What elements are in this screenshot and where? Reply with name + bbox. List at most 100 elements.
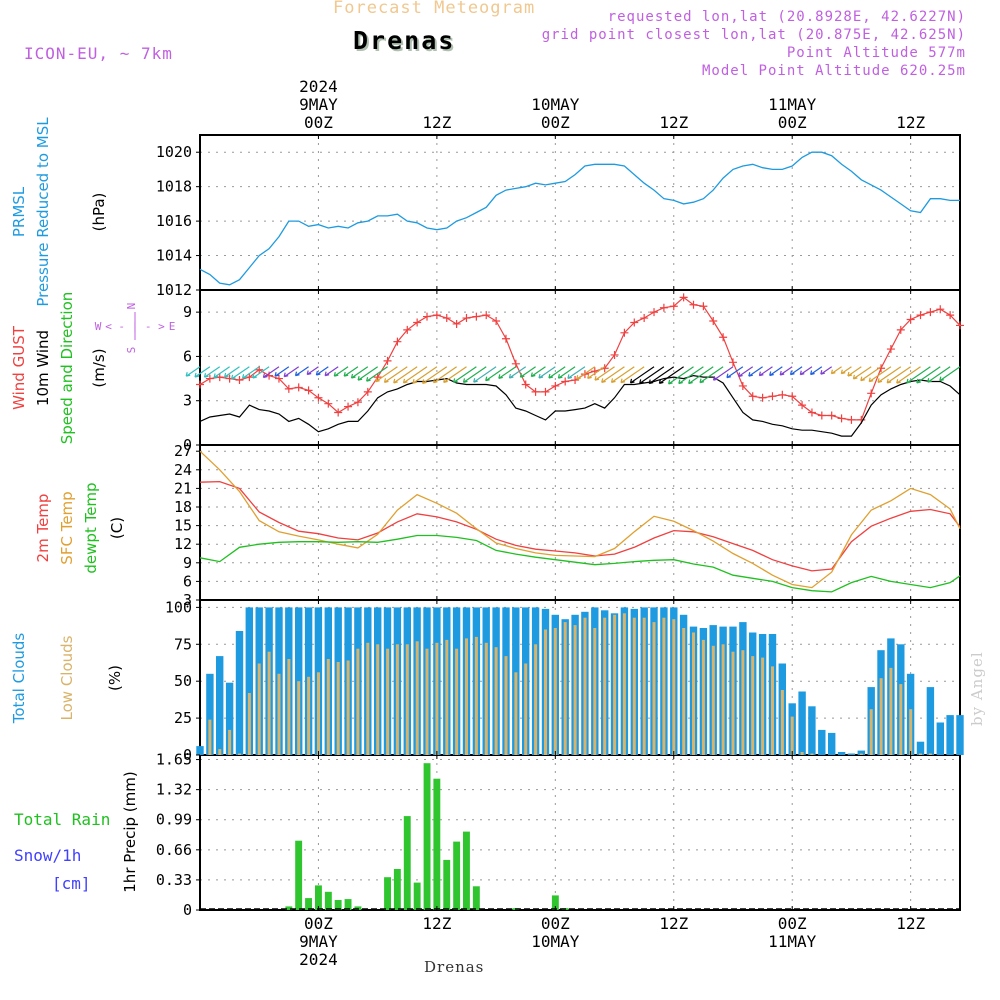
gust-point bbox=[896, 325, 905, 334]
wind-barb bbox=[508, 366, 527, 379]
low-cloud-bar bbox=[800, 752, 804, 755]
wind-barb bbox=[939, 366, 961, 382]
gust-point bbox=[235, 376, 244, 385]
wind-barb bbox=[886, 366, 911, 384]
wind-barb bbox=[587, 366, 606, 379]
gust-point bbox=[946, 311, 955, 320]
requested-coords: requested lon,lat (20.8928E, 42.6227N) bbox=[607, 9, 966, 25]
low-cloud-bar bbox=[415, 641, 419, 755]
snow-label: Snow/1h bbox=[14, 846, 81, 865]
temp-line-2m-temp bbox=[199, 480, 961, 572]
gust-point bbox=[383, 356, 392, 365]
low-cloud-bar bbox=[494, 647, 498, 755]
low-cloud-bar bbox=[445, 639, 449, 755]
total-cloud-bar bbox=[798, 691, 806, 755]
top-year-label: 2024 bbox=[299, 77, 338, 96]
gust-point bbox=[334, 408, 343, 417]
bottom-hour-label: 00Z bbox=[778, 914, 807, 933]
rain-bar bbox=[334, 900, 342, 910]
model-altitude: Model Point Altitude 620.25m bbox=[701, 63, 966, 79]
y-tick-label: 0 bbox=[183, 436, 192, 454]
wind-speed-line bbox=[199, 374, 961, 437]
gust-point bbox=[610, 350, 619, 359]
low-cloud-bar bbox=[672, 619, 676, 755]
gust-point bbox=[196, 380, 204, 389]
low-cloud-bar bbox=[267, 651, 271, 755]
rain-bar bbox=[551, 895, 559, 910]
compass-w: W bbox=[95, 320, 102, 333]
panel-label-pressure: (hPa) bbox=[90, 193, 108, 232]
total-cloud-bar bbox=[235, 631, 244, 755]
low-cloud-bar bbox=[514, 672, 518, 755]
wind-barb bbox=[852, 366, 872, 380]
gust-point bbox=[906, 315, 915, 324]
low-cloud-bar bbox=[553, 628, 557, 755]
low-cloud-bar bbox=[395, 644, 399, 755]
gust-point bbox=[324, 399, 333, 408]
gust-point bbox=[916, 311, 925, 320]
gust-point bbox=[936, 305, 945, 314]
gust-point bbox=[442, 314, 451, 323]
top-hour-label: 12Z bbox=[659, 113, 688, 132]
y-tick-label: 0.33 bbox=[156, 871, 192, 889]
rain-bar bbox=[443, 859, 451, 910]
low-cloud-bar bbox=[465, 638, 468, 755]
gust-point bbox=[353, 398, 362, 407]
panel-label-wind: Wind GUST bbox=[10, 325, 28, 410]
low-cloud-bar bbox=[297, 681, 301, 755]
low-cloud-bar bbox=[425, 648, 429, 755]
rain-label: Total Rain bbox=[14, 810, 110, 829]
y-tick-label: 21 bbox=[174, 479, 192, 497]
wind-barb bbox=[294, 366, 309, 377]
wind-barb bbox=[315, 366, 329, 376]
wind-barb bbox=[877, 366, 902, 383]
gust-point bbox=[344, 402, 353, 411]
gust-point bbox=[413, 318, 422, 327]
low-cloud-bar bbox=[889, 667, 893, 755]
wind-barb bbox=[699, 366, 724, 384]
footer-location: Drenas bbox=[424, 958, 485, 976]
wind-barb bbox=[242, 366, 260, 379]
wind-barb bbox=[252, 366, 270, 379]
low-cloud-bar bbox=[238, 753, 241, 755]
wind-barb bbox=[283, 366, 300, 378]
wind-barb bbox=[485, 366, 507, 382]
total-cloud-bar bbox=[956, 715, 964, 755]
low-cloud-bar bbox=[534, 644, 538, 755]
wind-barb bbox=[860, 366, 882, 382]
wind-barb bbox=[422, 366, 448, 384]
bottom-hour-label: 12Z bbox=[896, 914, 925, 933]
wind-barb bbox=[306, 366, 319, 376]
low-cloud-bar bbox=[771, 666, 774, 755]
wind-barb bbox=[185, 366, 201, 377]
wind-barb bbox=[194, 366, 211, 378]
wind-barb bbox=[810, 366, 823, 376]
gust-point bbox=[689, 300, 698, 309]
low-cloud-bar bbox=[603, 617, 607, 755]
low-cloud-bar bbox=[652, 622, 656, 755]
low-cloud-bar bbox=[662, 617, 666, 755]
bottom-date-label: 9MAY bbox=[299, 932, 338, 951]
gust-point bbox=[284, 384, 293, 393]
wind-barb bbox=[333, 366, 349, 377]
gust-point bbox=[274, 374, 283, 383]
low-cloud-bar bbox=[731, 651, 735, 755]
low-cloud-bar bbox=[613, 614, 617, 755]
rain-bar bbox=[324, 891, 332, 910]
top-date-label: 11MAY bbox=[768, 95, 817, 114]
y-tick-label: 9 bbox=[183, 554, 192, 572]
model-label: ICON-EU, ~ 7km bbox=[24, 44, 173, 63]
wind-barb bbox=[350, 366, 369, 379]
y-tick-label: 12 bbox=[174, 535, 192, 553]
bottom-hour-label: 12Z bbox=[422, 914, 451, 933]
wind-barb bbox=[601, 366, 625, 383]
low-cloud-bar bbox=[247, 693, 251, 755]
gust-point bbox=[738, 381, 747, 390]
panel-label-pressure: PRMSL bbox=[10, 186, 28, 237]
gust-point bbox=[669, 302, 678, 311]
wind-barb bbox=[712, 366, 734, 381]
wind-barb bbox=[262, 366, 280, 379]
gust-point bbox=[650, 308, 659, 317]
low-cloud-bar bbox=[919, 753, 922, 755]
low-cloud-bar bbox=[346, 660, 350, 755]
